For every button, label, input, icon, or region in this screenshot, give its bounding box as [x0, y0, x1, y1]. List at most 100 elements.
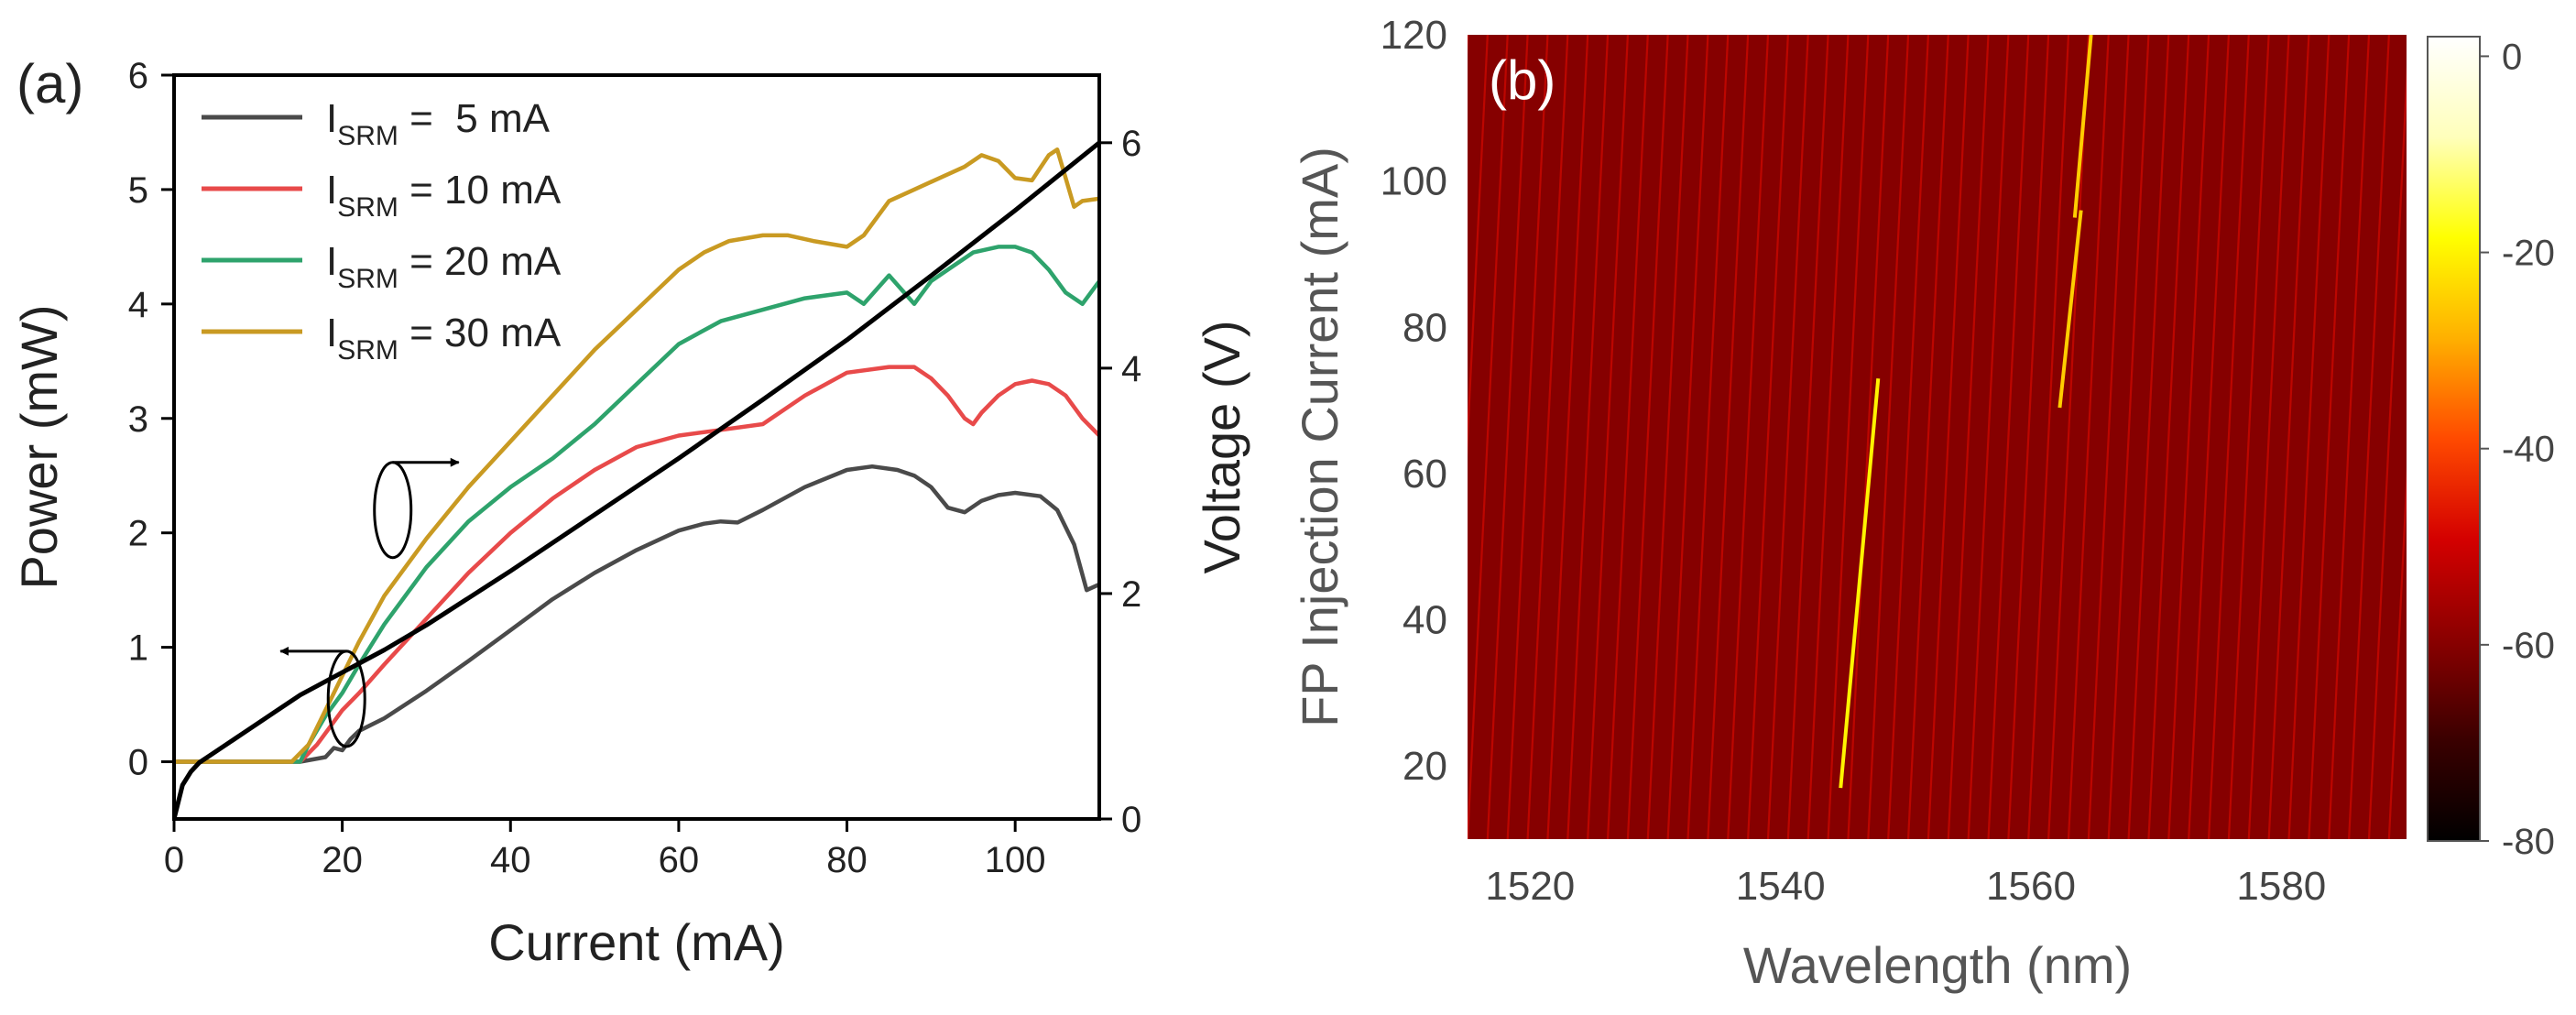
fp-mode-line	[2287, 35, 2330, 839]
y-tick-label: 6	[128, 56, 148, 96]
fp-mode-line	[1827, 35, 1870, 839]
y2-tick-label: 2	[1121, 574, 1141, 615]
series-line-isrm-2	[174, 245, 1099, 764]
colorbar-tick-label: -60	[2502, 626, 2555, 666]
legend-subscript: SRM	[337, 335, 398, 366]
x-tick-label: 40	[490, 840, 531, 880]
x-axis-title: Current (mA)	[488, 913, 785, 971]
legend-subscript: SRM	[337, 192, 398, 223]
y2-axis-title: Voltage (V)	[1193, 320, 1250, 573]
fp-mode-line	[1486, 35, 1529, 839]
heatmap-mode-lines	[1468, 35, 2407, 839]
y-tick-label: 100	[1381, 159, 1447, 204]
fp-mode-line	[1626, 35, 1669, 839]
fp-mode-line	[1606, 35, 1649, 839]
fp-mode-line	[1546, 35, 1589, 839]
y2-tick-label: 6	[1121, 124, 1141, 164]
colorbar-tick-label: -80	[2502, 822, 2555, 862]
fp-mode-line	[2348, 35, 2390, 839]
fp-mode-line	[1847, 35, 1890, 839]
fp-mode-line	[2328, 35, 2371, 839]
plot-frame	[172, 73, 1101, 821]
fp-mode-line	[1707, 35, 1750, 839]
heatmap-background	[1468, 35, 2407, 839]
fp-mode-line	[1806, 35, 1850, 839]
fp-mode-line	[1947, 35, 1990, 839]
fp-mode-line	[2387, 466, 2407, 839]
fp-mode-line	[2207, 35, 2250, 839]
y-tick-label: 20	[1403, 744, 1447, 789]
fp-mode-line	[1468, 35, 1509, 839]
panel-b-heatmap-chart: (b) 1520 1540 1560 1580 20 40 60 80 100 120 Wavel…	[1291, 13, 2555, 994]
fp-mode-line	[1468, 35, 1489, 458]
fp-mode-line	[2227, 35, 2270, 839]
x-tick-label: 20	[322, 840, 363, 880]
annotations-group	[279, 457, 460, 748]
fp-mode-line	[1468, 35, 1469, 56]
legend-entry: ISRM = 20 mA	[326, 239, 562, 294]
colorbar-tick-label: -20	[2502, 234, 2555, 274]
y-tick-label: 80	[1403, 305, 1447, 350]
fp-mode-line	[1526, 35, 1569, 839]
axis-ticks: 1520 1540 1560 1580 20 40 60 80 100 120	[1381, 13, 2327, 909]
colorbar-tick-label: 0	[2502, 37, 2522, 77]
x-tick-label: 1560	[1986, 864, 2076, 909]
legend-symbol: I	[326, 311, 337, 355]
legend-subscript: SRM	[337, 121, 398, 151]
y-tick-label: 40	[1403, 598, 1447, 643]
x-axis-title: Wavelength (nm)	[1743, 936, 2132, 994]
y-tick-label: 1	[128, 628, 148, 669]
legend-entry: ISRM = 10 mA	[326, 168, 562, 223]
x-tick-label: 1520	[1485, 864, 1575, 909]
fp-mode-line	[1727, 35, 1770, 839]
panel-b-label: (b)	[1489, 49, 1555, 111]
fp-mode-line	[1786, 35, 1829, 839]
fp-mode-line	[2267, 35, 2310, 839]
lasing-mode-line	[1839, 377, 1881, 789]
series-line-isrm-0	[174, 464, 1099, 764]
series-group	[174, 140, 1099, 819]
y-tick-label: 5	[128, 170, 148, 211]
legend-value: = 5 mA	[398, 96, 551, 141]
y-tick-label: 3	[128, 399, 148, 440]
fp-mode-line	[2167, 35, 2210, 839]
fp-mode-line	[1887, 35, 1930, 839]
series-line-isrm-1	[174, 365, 1099, 764]
panel-a-label: (a)	[16, 53, 83, 115]
fp-mode-line	[2127, 35, 2170, 839]
annotation-ellipse	[373, 461, 413, 560]
fp-mode-line	[2067, 35, 2110, 839]
fp-mode-line	[2087, 35, 2130, 839]
series-line-isrm-3	[174, 147, 1099, 764]
fp-mode-line	[2047, 35, 2090, 839]
x-tick-label: 80	[826, 840, 868, 880]
fp-mode-line	[1747, 35, 1789, 839]
legend-value: = 10 mA	[398, 168, 562, 213]
legend-value: = 20 mA	[398, 239, 562, 284]
x-tick-label: 60	[659, 840, 700, 880]
lasing-mode-line	[2072, 35, 2093, 218]
y-tick-label: 4	[128, 285, 148, 325]
fp-mode-line	[2027, 35, 2070, 839]
legend-value: = 30 mA	[398, 311, 562, 355]
fp-mode-line	[1967, 35, 2010, 839]
y-axis-title: FP Injection Current (mA)	[1291, 147, 1348, 727]
y2-tick-label: 4	[1121, 349, 1141, 389]
y-tick-label: 0	[128, 743, 148, 783]
fp-mode-line	[1646, 35, 1689, 839]
legend-symbol: I	[326, 239, 337, 284]
fp-mode-line	[2188, 35, 2231, 839]
x-tick-label: 1580	[2236, 864, 2326, 909]
fp-mode-line	[1587, 35, 1630, 839]
legend-entry: ISRM = 5 mA	[326, 96, 551, 151]
colorbar-tick-label: -40	[2502, 430, 2555, 470]
series-line-voltage	[174, 140, 1099, 819]
colorbar	[2427, 36, 2481, 842]
fp-mode-line	[1666, 35, 1709, 839]
fp-mode-line	[2147, 35, 2190, 839]
y-tick-label: 120	[1381, 13, 1447, 58]
legend-symbol: I	[326, 168, 337, 213]
